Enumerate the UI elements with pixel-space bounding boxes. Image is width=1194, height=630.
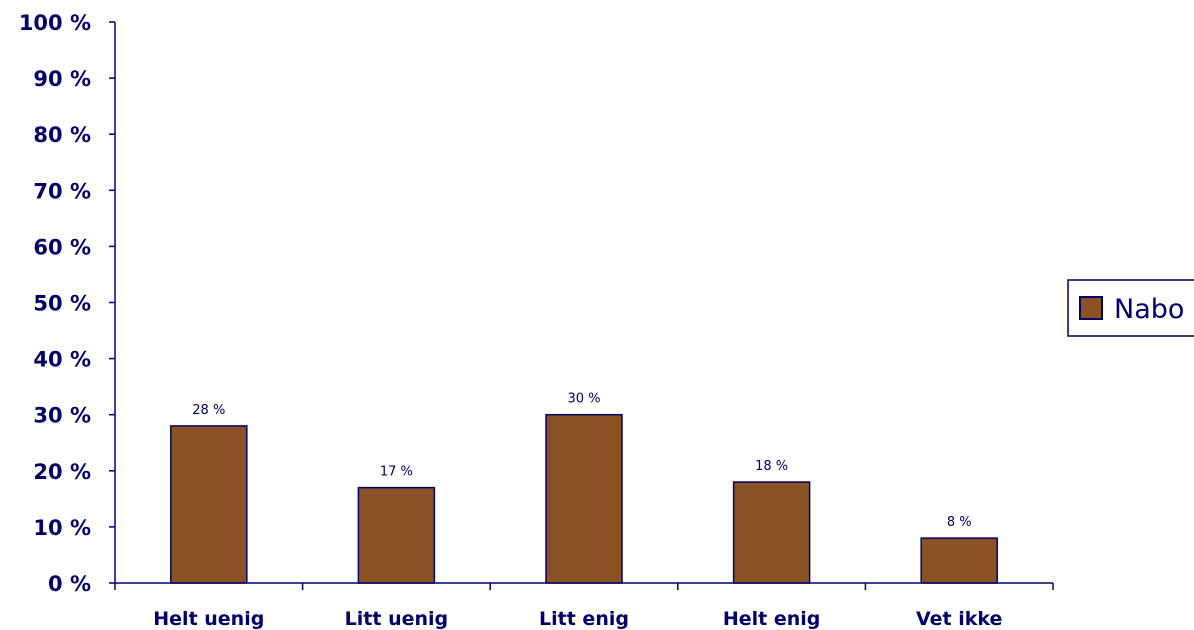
y-tick-label: 10 % [33, 516, 91, 540]
bar [732, 481, 811, 584]
bars [170, 413, 998, 584]
bar-data-label: 18 % [755, 459, 788, 474]
y-tick-label: 0 % [48, 572, 91, 596]
x-category-label: Litt enig [539, 608, 629, 630]
y-tick-label: 80 % [33, 123, 91, 147]
legend-swatch [1079, 296, 1103, 320]
y-tick-label: 50 % [33, 292, 91, 316]
x-category-label: Helt enig [723, 608, 821, 630]
y-tick-label: 90 % [33, 67, 91, 91]
bar-data-label: 17 % [380, 465, 413, 480]
x-category-label: Helt uenig [153, 608, 264, 630]
legend-label: Nabo [1114, 294, 1184, 325]
legend: Nabo [1067, 279, 1194, 337]
bar [357, 486, 436, 584]
bar [170, 425, 248, 584]
y-tick-label: 40 % [33, 348, 91, 372]
y-tick-label: 100 % [19, 11, 91, 35]
x-axis: Helt uenig Litt uenig Litt enig Helt enig Ve… [114, 582, 1054, 630]
x-category-label: Litt uenig [345, 608, 448, 630]
y-tick-label: 60 % [33, 235, 91, 259]
y-tick-label: 70 % [33, 179, 91, 203]
bar-data-label: 30 % [567, 392, 600, 407]
y-tick-label: 30 % [33, 404, 91, 428]
bar-data-label: 8 % [947, 515, 972, 530]
bar [545, 413, 623, 584]
x-category-label: Vet ikke [916, 608, 1002, 630]
legend-box [1067, 279, 1194, 337]
bar-data-label: 28 % [192, 403, 225, 418]
bar [920, 537, 998, 584]
data-labels: 28 % 17 % 30 % 18 % 8 % [192, 392, 971, 530]
y-axis: 0 % 10 % 20 % 30 % 40 % 50 % 60 % 70 % 80 % 90 % 1… [19, 11, 116, 596]
y-tick-label: 20 % [33, 460, 91, 484]
